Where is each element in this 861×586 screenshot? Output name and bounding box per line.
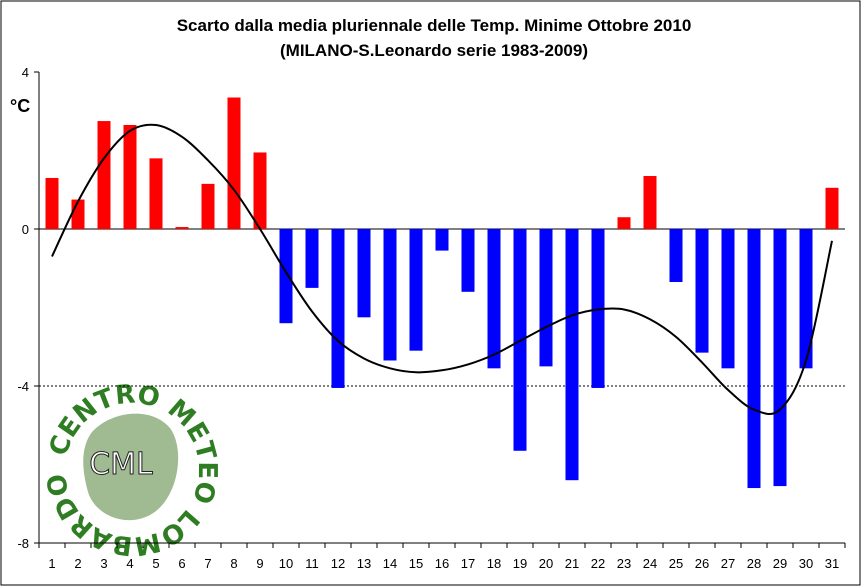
chart-title: Scarto dalla media pluriennale delle Tem… [177,16,692,35]
bar-day-20 [539,229,553,367]
y-tick-label: -4 [17,379,29,394]
bar-day-22 [591,229,605,388]
bar-day-7 [201,183,215,229]
logo-center-text: CML [89,447,153,482]
x-tick-label: 24 [643,556,657,571]
bar-day-6 [175,227,189,229]
x-tick-label: 21 [565,556,579,571]
x-tick-label: 17 [461,556,475,571]
trend-line [51,123,833,416]
x-tick-label: 26 [695,556,709,571]
bar-day-3 [97,121,111,229]
x-tick-label: 7 [204,556,211,571]
x-tick-label: 3 [100,556,107,571]
bar-day-30 [799,229,813,369]
bar-day-13 [357,229,371,318]
trend-line-group [51,123,833,416]
bar-day-14 [383,229,397,361]
bar-day-1 [45,177,59,229]
x-tick-label: 27 [721,556,735,571]
x-tick-label: 28 [747,556,761,571]
x-tick-label: 1 [48,556,55,571]
x-tick-label: 4 [126,556,133,571]
bar-day-4 [123,124,137,229]
x-tick-label: 25 [669,556,683,571]
bar-day-23 [617,217,631,229]
x-tick-label: 12 [331,556,345,571]
x-tick-label: 5 [152,556,159,571]
y-tick-label: 4 [22,65,29,80]
bar-day-11 [305,229,319,288]
x-tick-label: 23 [617,556,631,571]
bar-day-12 [331,229,345,388]
bar-day-18 [487,229,501,369]
x-tick-label: 20 [539,556,553,571]
bar-day-2 [71,199,85,229]
axes: 40-4-81 2 3 4 5 6 7 8 9 10 11 12 13 14 15 16 17 18 19 20 21 2… [17,65,846,571]
bar-day-9 [253,152,267,229]
x-tick-label: 13 [357,556,371,571]
x-tick-label: 16 [435,556,449,571]
bar-day-16 [435,229,449,251]
bar-day-15 [409,229,423,351]
y-axis-unit: °C [10,96,30,116]
bar-day-10 [279,229,293,324]
x-tick-label: 22 [591,556,605,571]
x-tick-label: 31 [825,556,839,571]
bar-day-21 [565,229,579,481]
x-tick-label: 6 [178,556,185,571]
bar-day-27 [721,229,735,369]
x-tick-label: 11 [305,556,319,571]
y-tick-label: -8 [17,536,29,551]
y-tick-label: 0 [22,222,29,237]
x-tick-label: 8 [230,556,237,571]
bars [45,97,839,489]
x-tick-label: 15 [409,556,423,571]
bar-day-8 [227,97,241,229]
x-tick-label: 30 [799,556,813,571]
bar-day-29 [773,229,787,487]
x-tick-label: 18 [487,556,501,571]
x-tick-label: 9 [256,556,263,571]
lombardy-map-shape [83,413,179,521]
bar-day-25 [669,229,683,282]
bar-day-26 [695,229,709,353]
x-tick-label: 10 [279,556,293,571]
x-tick-label: 14 [383,556,397,571]
x-tick-label: 29 [773,556,787,571]
bar-day-5 [149,158,163,229]
chart-subtitle: (MILANO-S.Leonardo serie 1983-2009) [280,41,588,60]
bar-day-31 [825,187,839,229]
x-tick-label: 19 [513,556,527,571]
bar-day-24 [643,176,657,229]
bar-day-28 [747,229,761,489]
x-tick-label: 2 [74,556,81,571]
bar-day-17 [461,229,475,292]
